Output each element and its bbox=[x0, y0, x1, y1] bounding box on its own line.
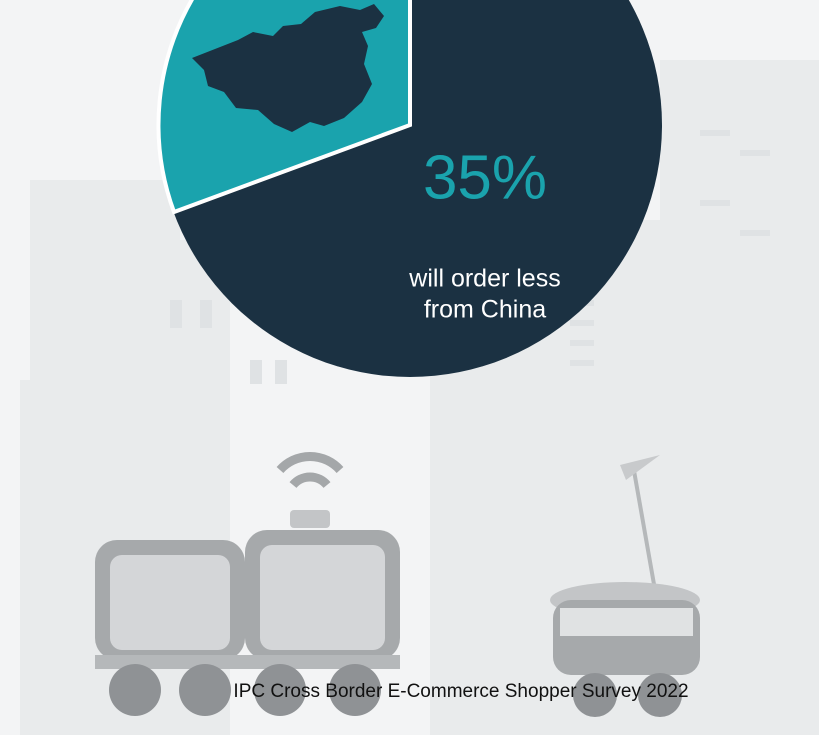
china-map bbox=[192, 4, 384, 132]
source-note: IPC Cross Border E-Commerce Shopper Surv… bbox=[233, 681, 688, 702]
stat-value: 35% bbox=[423, 143, 547, 212]
stat-caption: from China bbox=[424, 296, 546, 324]
delivery-robots bbox=[95, 452, 700, 717]
pie-graphic bbox=[156, 0, 662, 377]
stat-caption: will order less bbox=[408, 265, 560, 293]
